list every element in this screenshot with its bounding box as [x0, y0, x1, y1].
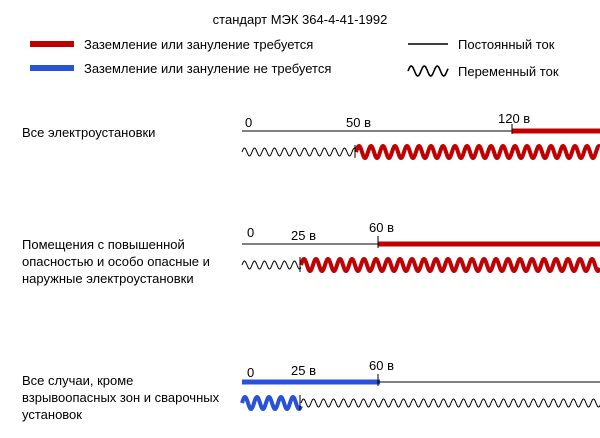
row-label-all-installations: Все электроустановки: [22, 125, 156, 140]
row-all-installations: 0 50 в 120 в: [241, 111, 600, 160]
legend-not-required-label: Заземление или зануление не требуется: [84, 61, 332, 76]
tick-label-0: 0: [247, 365, 254, 380]
ac-wave-black: [300, 398, 600, 408]
row-label-all-except-explosive: Все случаи, кроме взрывоопасных зон и св…: [22, 373, 220, 422]
legend-required-label: Заземление или зануление требуется: [84, 37, 314, 52]
tick-label-25v: 25 в: [291, 363, 316, 378]
ac-wave-black: [241, 147, 357, 157]
tick-label-60v: 60 в: [369, 358, 394, 373]
tick-label-0: 0: [245, 115, 252, 130]
ac-wave-black: [241, 260, 302, 270]
legend-dc-label: Постоянный ток: [458, 37, 555, 52]
row-dangerous-premises: 0 25 в 60 в: [241, 220, 600, 273]
diagram-title: стандарт МЭК 364-4-41-1992: [212, 12, 388, 27]
legend-ac-label: Переменный ток: [458, 64, 559, 79]
ac-wave-required: [354, 144, 600, 160]
tick-label-25v: 25 в: [291, 228, 316, 243]
tick-label-0: 0: [247, 225, 254, 240]
tick-label-50v: 50 в: [346, 115, 371, 130]
legend-ac-wave: [407, 65, 449, 77]
tick-label-60v: 60 в: [369, 220, 394, 235]
row-label-dangerous-premises: Помещения с повышенной опасностью и особ…: [22, 237, 210, 286]
row-all-except-explosive: 0 25 в 60 в: [240, 358, 600, 411]
tick-label-120v: 120 в: [498, 111, 530, 126]
ac-wave-not-required: [240, 395, 303, 411]
ac-wave-required: [299, 257, 600, 273]
